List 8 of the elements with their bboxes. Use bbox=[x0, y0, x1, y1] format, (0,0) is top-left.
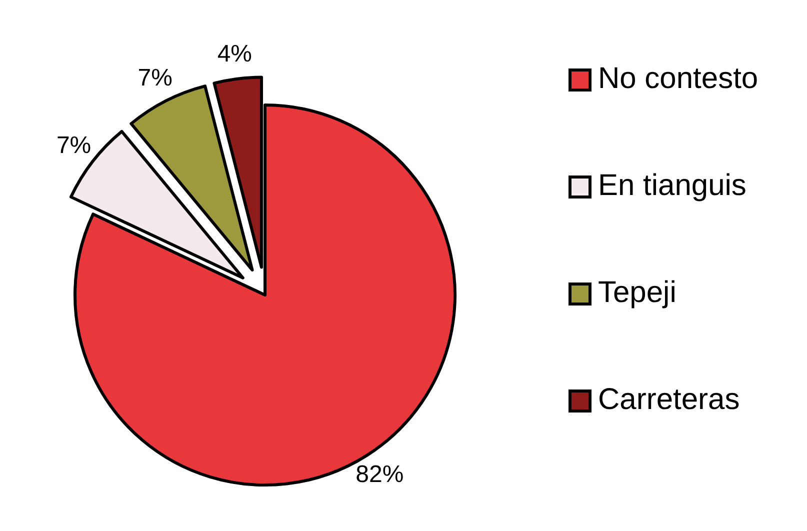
legend-label: Tepeji bbox=[598, 276, 676, 309]
data-label: 4% bbox=[217, 40, 252, 68]
data-label: 82% bbox=[356, 461, 404, 488]
legend-label: En tianguis bbox=[598, 168, 746, 202]
data-label: 7% bbox=[56, 132, 92, 160]
data-label: 7% bbox=[138, 64, 172, 92]
legend-label: Carreteras bbox=[598, 382, 740, 416]
legend-label: No contesto bbox=[598, 62, 758, 95]
